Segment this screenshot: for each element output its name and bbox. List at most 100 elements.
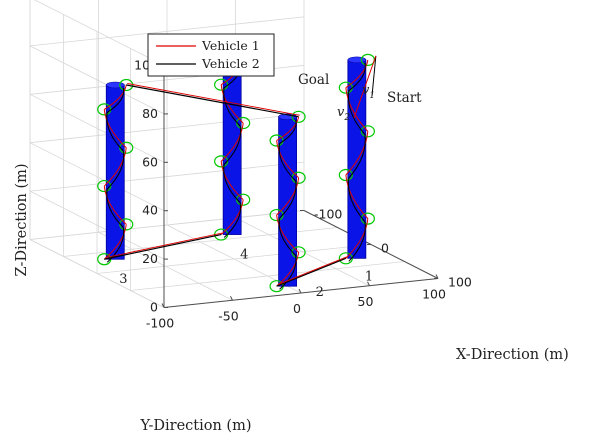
vehicle2-segment xyxy=(279,180,297,219)
vehicle2-segment xyxy=(106,188,124,228)
y-tick-label: -100 xyxy=(146,316,174,331)
vehicle1-segment xyxy=(103,147,127,187)
pillar-1-top xyxy=(347,56,367,64)
pillar-4-label: 4 xyxy=(240,248,248,263)
vehicle1-segment xyxy=(276,116,300,141)
x-tick-label: 100 xyxy=(448,275,472,290)
vehicle1-segment xyxy=(345,174,369,219)
z-tick-label: 60 xyxy=(142,154,158,169)
transit-1-2-v1 xyxy=(277,256,348,286)
z-tick-label: 0 xyxy=(150,300,158,315)
transit-1-2-v2 xyxy=(276,257,347,287)
vehicle2-segment xyxy=(348,62,366,92)
waypoint-marker xyxy=(119,78,134,92)
y-axis-title: Y-Direction (m) xyxy=(140,418,252,434)
vehicle1-segment xyxy=(103,186,127,225)
y-tick xyxy=(161,303,165,308)
waypoint-marker xyxy=(214,78,229,91)
grid-line xyxy=(29,45,165,115)
vehicle1-segment xyxy=(103,109,127,149)
vehicle1-segment xyxy=(276,214,299,253)
legend[interactable]: Vehicle 1 Vehicle 2 xyxy=(147,33,275,77)
x-axis-title: X-Direction (m) xyxy=(456,347,569,363)
vehicle2-segment xyxy=(106,87,125,113)
transit-2-3-v2 xyxy=(126,84,299,118)
y-tick-label: 0 xyxy=(293,301,301,316)
vehicle2-segment xyxy=(347,177,366,222)
legend-box xyxy=(147,33,275,77)
goal-label: Goal xyxy=(298,72,329,88)
pillar-1-label: 1 xyxy=(365,269,373,284)
z-tick-label: 80 xyxy=(142,106,158,121)
x-tick-label: -100 xyxy=(314,207,342,222)
vehicle1-segment xyxy=(345,59,369,89)
vehicle1-segment xyxy=(345,131,369,176)
vehicle2-segment xyxy=(279,255,297,290)
vehicle1-segment xyxy=(103,224,127,260)
transit-3-4-v1 xyxy=(105,232,223,259)
y-tick xyxy=(298,288,302,294)
vehicle1-segment xyxy=(345,87,369,132)
y-tick-label: 100 xyxy=(422,287,446,302)
vehicle2-segment xyxy=(278,217,296,256)
vehicle1-segment xyxy=(220,122,244,162)
transit-3-4-v2 xyxy=(104,233,222,260)
vehicle2-segment xyxy=(348,221,366,262)
waypoint-marker xyxy=(269,134,284,147)
y-tick-label: -50 xyxy=(218,308,238,323)
grid-line xyxy=(29,113,305,144)
grid-line xyxy=(34,0,165,66)
y-tick xyxy=(230,296,233,301)
vehicle2-segment xyxy=(347,90,366,135)
vehicle1-segment xyxy=(345,218,369,259)
y-tick xyxy=(435,274,439,279)
vehicle1-segment xyxy=(220,199,244,235)
vehicle2-segment xyxy=(278,143,296,182)
grid-line xyxy=(96,244,372,274)
y-tick-label: 50 xyxy=(358,294,374,309)
start-label: Start xyxy=(387,90,422,106)
pillar-3-label: 3 xyxy=(119,272,127,287)
vehicle1-segment xyxy=(276,177,300,216)
vehicle2-segment xyxy=(223,125,242,165)
v2-subscript: 2 xyxy=(343,113,350,123)
grid-line xyxy=(29,142,165,212)
axes xyxy=(161,65,439,308)
grid-line xyxy=(130,261,405,291)
waypoint-marker xyxy=(338,168,353,182)
legend-label-2: Vehicle 2 xyxy=(201,56,260,71)
vehicle2-segment xyxy=(223,164,241,204)
v1-subscript: 1 xyxy=(369,91,375,101)
vehicle1-start xyxy=(353,55,377,119)
legend-label-1: Vehicle 1 xyxy=(201,38,260,53)
waypoint-marker xyxy=(360,212,375,225)
vehicle2-segment xyxy=(106,150,125,190)
trajectories xyxy=(97,53,377,293)
grid-line xyxy=(29,210,305,240)
z-tick-label: 40 xyxy=(142,203,158,218)
waypoint-marker xyxy=(360,125,375,138)
grid-line xyxy=(29,190,165,260)
grid-line xyxy=(29,93,165,163)
z-tick-label: 20 xyxy=(142,251,158,266)
pillar-3-top xyxy=(105,81,125,89)
vehicle2-segment xyxy=(106,112,124,152)
y-tick xyxy=(367,281,370,286)
vehicle2-segment xyxy=(223,202,242,238)
x-tick-label: 0 xyxy=(381,241,389,256)
vehicle2-segment xyxy=(279,119,297,144)
vehicle1-segment xyxy=(276,140,299,179)
vehicle1-segment xyxy=(220,161,244,201)
waypoint-marker xyxy=(338,252,353,265)
vehicle2-segment xyxy=(106,227,125,263)
vehicle2-segment xyxy=(223,87,241,127)
waypoint-marker xyxy=(291,110,306,123)
pillar-2-label: 2 xyxy=(316,285,324,300)
vehicle2-segment xyxy=(348,134,366,179)
vehicle1-segment xyxy=(103,84,127,110)
waypoint-marker xyxy=(97,103,112,116)
z-axis-title: Z-Direction (m) xyxy=(14,163,30,276)
grid-line xyxy=(29,161,305,192)
grid-line xyxy=(29,16,305,47)
